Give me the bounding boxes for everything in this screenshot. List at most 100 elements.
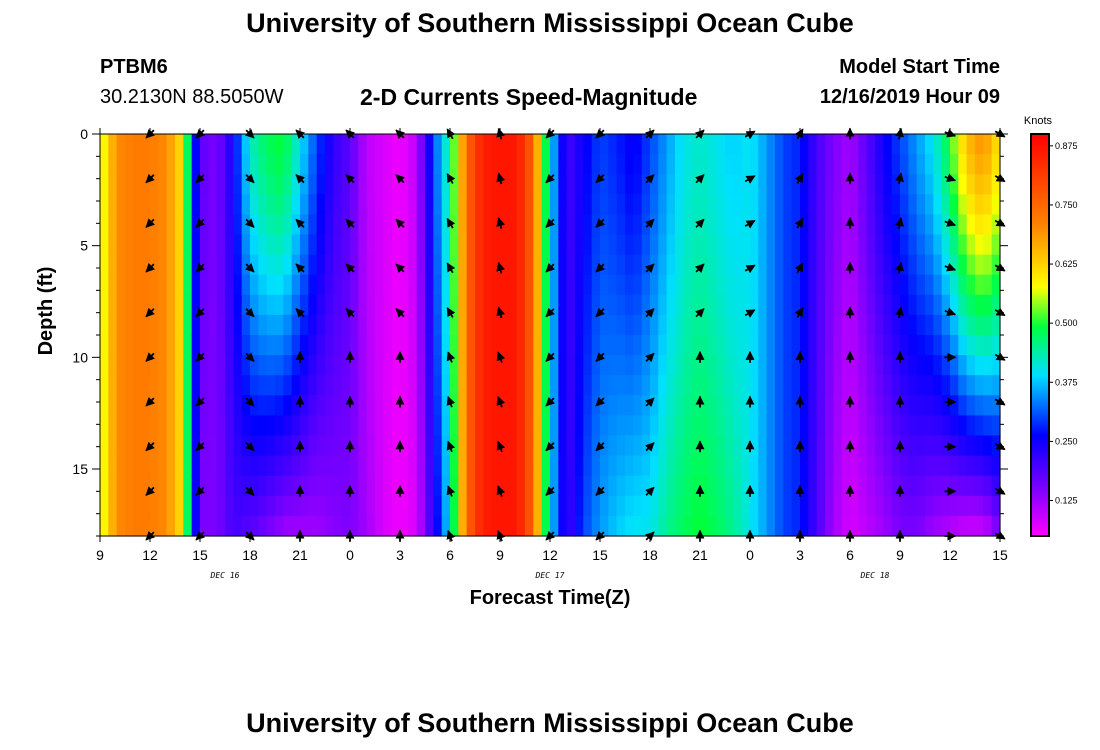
- heatmap-cell: [883, 134, 893, 155]
- heatmap-cell: [250, 495, 259, 517]
- heatmap-cell: [191, 154, 201, 175]
- current-arrow: [195, 486, 206, 496]
- heatmap-cell: [533, 335, 543, 356]
- heatmap-cell: [316, 274, 326, 296]
- heatmap-cell: [150, 134, 159, 155]
- heatmap-cell: [558, 234, 568, 256]
- heatmap-cell: [891, 194, 901, 215]
- heatmap-cell: [966, 194, 976, 215]
- heatmap-cell: [966, 475, 976, 497]
- heatmap-cell: [533, 194, 543, 215]
- heatmap-cell: [983, 395, 993, 416]
- heatmap-cell: [341, 214, 351, 236]
- heatmap-cell: [275, 495, 284, 517]
- heatmap-cell: [133, 415, 143, 437]
- heatmap-cell: [666, 234, 676, 256]
- heatmap-cell: [933, 415, 943, 437]
- heatmap-cell: [241, 335, 251, 356]
- heatmap-cell: [308, 174, 318, 195]
- x-tick-label: 21: [692, 547, 708, 563]
- heatmap-cell: [466, 214, 476, 236]
- heatmap-cell: [616, 435, 626, 457]
- heatmap-cell: [533, 234, 543, 256]
- heatmap-cell: [441, 415, 451, 437]
- current-arrow: [545, 352, 556, 362]
- heatmap-cell: [308, 375, 318, 396]
- heatmap-cell: [958, 174, 968, 195]
- current-arrow: [644, 174, 655, 184]
- heatmap-cell: [508, 174, 518, 195]
- heatmap-cell: [725, 435, 734, 457]
- heatmap-cell: [891, 174, 901, 195]
- heatmap-cell: [900, 415, 909, 437]
- heatmap-cell: [766, 415, 776, 437]
- heatmap-cell: [650, 214, 659, 236]
- heatmap-cell: [225, 234, 234, 256]
- heatmap-cell: [725, 234, 734, 256]
- heatmap-cell: [658, 515, 668, 537]
- heatmap-cell: [825, 194, 834, 215]
- heatmap-cell: [775, 134, 784, 155]
- current-arrow: [545, 441, 556, 452]
- heatmap-cell: [891, 134, 901, 155]
- heatmap-cell: [725, 194, 734, 215]
- heatmap-cell: [800, 415, 809, 437]
- heatmap-cell: [683, 234, 693, 256]
- colorbar-scale: [1030, 133, 1050, 537]
- heatmap-cell: [416, 415, 426, 437]
- heatmap-cell: [666, 495, 676, 517]
- heatmap-cell: [891, 314, 901, 336]
- heatmap-cell: [158, 174, 168, 195]
- heatmap-cell: [375, 475, 384, 497]
- heatmap-cell: [525, 355, 534, 376]
- heatmap-cell: [633, 395, 643, 416]
- heatmap-cell: [141, 314, 151, 336]
- heatmap-cell: [275, 194, 284, 215]
- heatmap-cell: [641, 254, 651, 276]
- heatmap-cell: [400, 254, 409, 276]
- heatmap-cell: [108, 214, 118, 236]
- heatmap-cell: [691, 254, 701, 276]
- heatmap-cell: [541, 335, 551, 356]
- heatmap-cell: [316, 194, 326, 215]
- heatmap-cell: [125, 495, 134, 517]
- heatmap-cell: [825, 335, 834, 356]
- heatmap-cell: [733, 174, 743, 195]
- heatmap-cell: [708, 274, 718, 296]
- heatmap-cell: [850, 455, 859, 477]
- heatmap-cell: [175, 314, 184, 336]
- current-arrow: [694, 263, 705, 274]
- heatmap-cell: [966, 435, 976, 457]
- heatmap-cell: [441, 495, 451, 517]
- heatmap-cell: [283, 194, 293, 215]
- heatmap-cell: [450, 194, 459, 215]
- heatmap-cell: [375, 154, 384, 175]
- heatmap-cell: [150, 274, 159, 296]
- heatmap-cell: [241, 375, 251, 396]
- heatmap-cell: [225, 194, 234, 215]
- heatmap-cell: [458, 294, 468, 316]
- heatmap-cell: [375, 134, 384, 155]
- heatmap-cell: [333, 455, 343, 477]
- heatmap-cell: [225, 415, 234, 437]
- heatmap-cell: [950, 375, 959, 396]
- heatmap-cell: [325, 234, 334, 256]
- heatmap-cell: [200, 154, 209, 175]
- heatmap-cell: [366, 395, 376, 416]
- heatmap-cell: [483, 515, 493, 537]
- heatmap-cell: [866, 234, 876, 256]
- heatmap-cell: [725, 294, 734, 316]
- heatmap-cell: [191, 495, 201, 517]
- heatmap-cell: [700, 455, 709, 477]
- heatmap-cell: [650, 234, 659, 256]
- heatmap-cell: [933, 174, 943, 195]
- heatmap-cell: [741, 375, 751, 396]
- heatmap-cell: [575, 234, 584, 256]
- heatmap-cell: [433, 395, 443, 416]
- heatmap-cell: [833, 515, 843, 537]
- heatmap-cell: [100, 515, 109, 537]
- heatmap-cell: [666, 134, 676, 155]
- direction-arrows: [145, 127, 1006, 542]
- heatmap-cell: [341, 274, 351, 296]
- heatmap-cell: [350, 355, 359, 376]
